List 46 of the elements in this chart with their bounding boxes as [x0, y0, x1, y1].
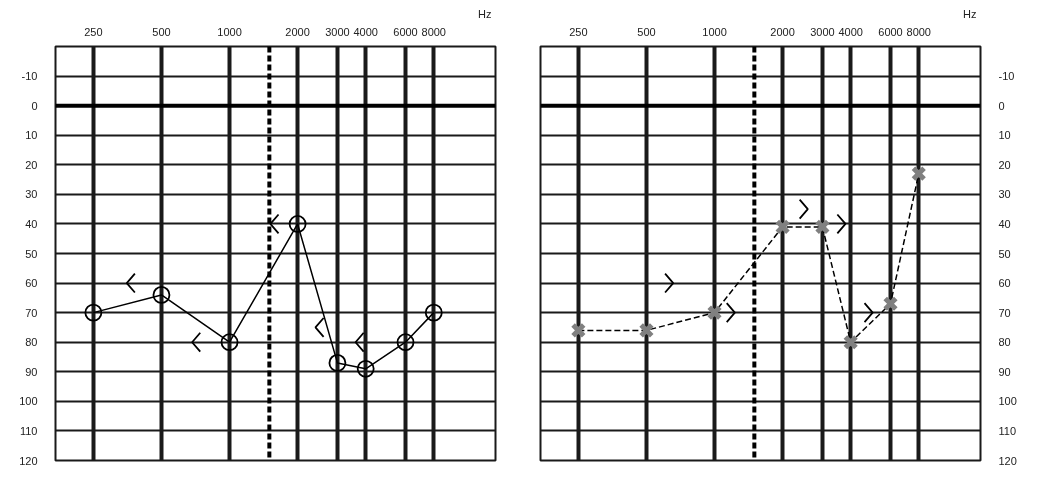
y2-tick-label: 100 — [998, 395, 1017, 408]
y-tick-label: -10 — [21, 70, 38, 83]
x-tick-label: 6000 — [878, 25, 903, 38]
y-tick-label: 80 — [25, 336, 38, 349]
y-tick-label: 90 — [25, 365, 38, 378]
x-axis-title: Hz — [478, 7, 492, 20]
x-tick-label: 8000 — [421, 25, 447, 38]
y-tick-label: 50 — [25, 247, 38, 260]
y-tick-label: 30 — [25, 188, 38, 201]
x-tick-label: 250 — [569, 25, 588, 38]
x-tick-label: 250 — [84, 25, 103, 38]
y2-tick-label: 10 — [998, 129, 1011, 142]
y-tick-label: 20 — [25, 158, 38, 171]
y2-tick-label: -10 — [998, 70, 1015, 83]
x-tick-label: 500 — [637, 25, 656, 38]
x-tick-label: 1000 — [217, 25, 242, 38]
x-axis-title: Hz — [963, 7, 977, 20]
y2-tick-label: 110 — [998, 424, 1017, 437]
y-tick-label: 60 — [25, 277, 38, 290]
y2-tick-label: 80 — [998, 336, 1011, 349]
y-tick-label: 0 — [31, 99, 38, 112]
x-tick-label: 2000 — [285, 25, 310, 38]
x-tick-label: 1000 — [702, 25, 727, 38]
y-tick-label: 110 — [19, 424, 38, 437]
y-tick-label: 120 — [19, 454, 38, 467]
y2-tick-label: 60 — [998, 277, 1011, 290]
y-tick-label: 10 — [25, 129, 38, 142]
y2-tick-label: 30 — [998, 188, 1011, 201]
x-tick-label: 4000 — [353, 25, 378, 38]
y2-tick-label: 90 — [998, 365, 1011, 378]
y2-tick-label: 50 — [998, 247, 1011, 260]
y2-tick-label: 0 — [998, 99, 1005, 112]
x-tick-label: 500 — [152, 25, 171, 38]
y2-tick-label: 40 — [998, 217, 1011, 230]
x-tick-label: 4000 — [838, 25, 863, 38]
y-tick-label: 40 — [25, 217, 38, 230]
y-tick-label: 100 — [19, 395, 38, 408]
x-tick-label: 3000 — [810, 25, 835, 38]
x-tick-label: 6000 — [393, 25, 418, 38]
x-tick-label: 3000 — [325, 25, 350, 38]
y2-tick-label: 120 — [998, 454, 1017, 467]
y2-tick-label: 70 — [998, 306, 1011, 319]
y-tick-label: 70 — [25, 306, 38, 319]
x-tick-label: 2000 — [770, 25, 795, 38]
y2-tick-label: 20 — [998, 158, 1011, 171]
x-tick-label: 8000 — [906, 25, 932, 38]
